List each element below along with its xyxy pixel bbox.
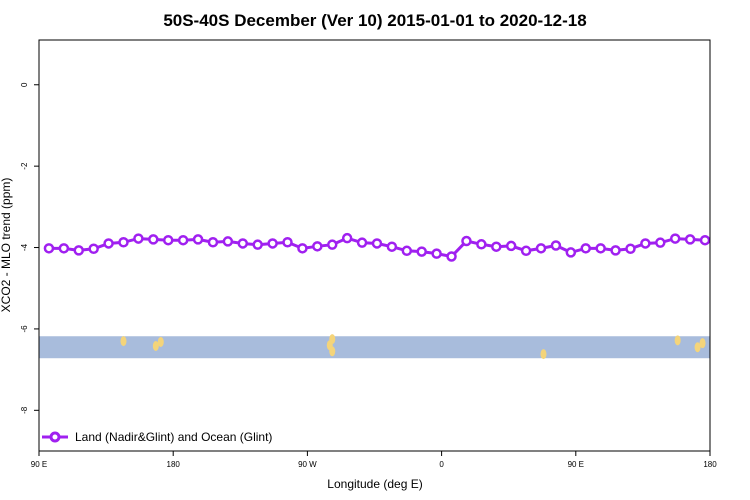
data-point	[401, 245, 413, 257]
data-point	[88, 243, 99, 255]
data-point	[655, 237, 666, 248]
data-point	[192, 234, 204, 245]
y-tick-label: -8	[20, 406, 29, 414]
data-point	[177, 234, 189, 246]
x-tick-label: 90 E	[31, 460, 47, 469]
data-point	[267, 238, 278, 249]
legend-marker-swatch	[49, 431, 61, 443]
land-patch	[674, 335, 681, 346]
data-point	[341, 232, 353, 244]
y-axis: 0 -2 -4 -6 -8	[20, 82, 39, 414]
land-patch	[540, 349, 547, 360]
data-point	[162, 234, 174, 246]
data-point	[625, 243, 636, 255]
data-point	[446, 251, 457, 262]
data-point	[73, 245, 85, 256]
data-point	[461, 235, 472, 247]
land-patch	[120, 336, 127, 347]
data-point	[148, 234, 159, 245]
x-tick-label: 0	[439, 460, 444, 469]
chart-title: 50S-40S December (Ver 10) 2015-01-01 to …	[163, 11, 586, 30]
data-point	[416, 246, 427, 257]
data-point	[118, 236, 129, 248]
data-point	[252, 239, 263, 250]
data-point	[610, 245, 621, 256]
y-tick-label: -6	[20, 325, 29, 333]
plot-frame	[38, 39, 711, 452]
legend-label: Land (Nadir&Glint) and Ocean (Glint)	[75, 430, 272, 444]
legend: Land (Nadir&Glint) and Ocean (Glint)	[42, 430, 272, 444]
data-point	[207, 236, 219, 248]
x-tick-label: 180	[167, 460, 181, 469]
land-patch	[699, 338, 706, 349]
data-point	[640, 238, 651, 249]
plot-area	[39, 232, 711, 360]
data-point	[520, 245, 532, 257]
y-tick-label: 0	[20, 82, 29, 87]
land-patch	[326, 340, 333, 351]
data-point	[312, 241, 323, 252]
data-point	[505, 240, 517, 252]
x-tick-label: 90 E	[568, 460, 584, 469]
y-axis-label: XCO2 - MLO trend (ppm)	[0, 178, 13, 313]
ocean-strip	[39, 336, 710, 359]
x-tick-label: 90 W	[298, 460, 317, 469]
x-axis: 90 E 180 90 W 0 90 E 180	[31, 451, 717, 469]
data-point	[222, 236, 234, 247]
data-point	[476, 239, 487, 250]
y-tick-label: -4	[20, 243, 29, 251]
y-tick-label: -2	[20, 162, 29, 170]
data-point	[491, 241, 502, 252]
data-point	[550, 240, 562, 251]
data-point	[386, 241, 398, 252]
data-point	[58, 243, 70, 254]
land-patch	[152, 341, 159, 352]
x-axis-label: Longitude (deg E)	[327, 477, 422, 491]
data-point	[535, 243, 547, 254]
data-point	[595, 243, 606, 254]
data-point	[356, 237, 368, 248]
land-patch	[694, 342, 701, 353]
data-point	[133, 233, 144, 244]
data-point	[327, 239, 338, 250]
data-point	[684, 234, 696, 245]
land-patch	[157, 336, 164, 347]
data-point	[282, 236, 293, 248]
data-point	[699, 234, 711, 246]
data-point	[565, 247, 577, 258]
data-point	[103, 238, 114, 249]
data-point	[237, 238, 249, 249]
data-point	[371, 238, 383, 249]
data-point	[669, 233, 681, 244]
data-point	[580, 243, 591, 254]
data-point	[431, 248, 442, 259]
x-tick-label: 180	[703, 460, 717, 469]
data-point	[297, 243, 308, 254]
data-point	[43, 243, 55, 254]
